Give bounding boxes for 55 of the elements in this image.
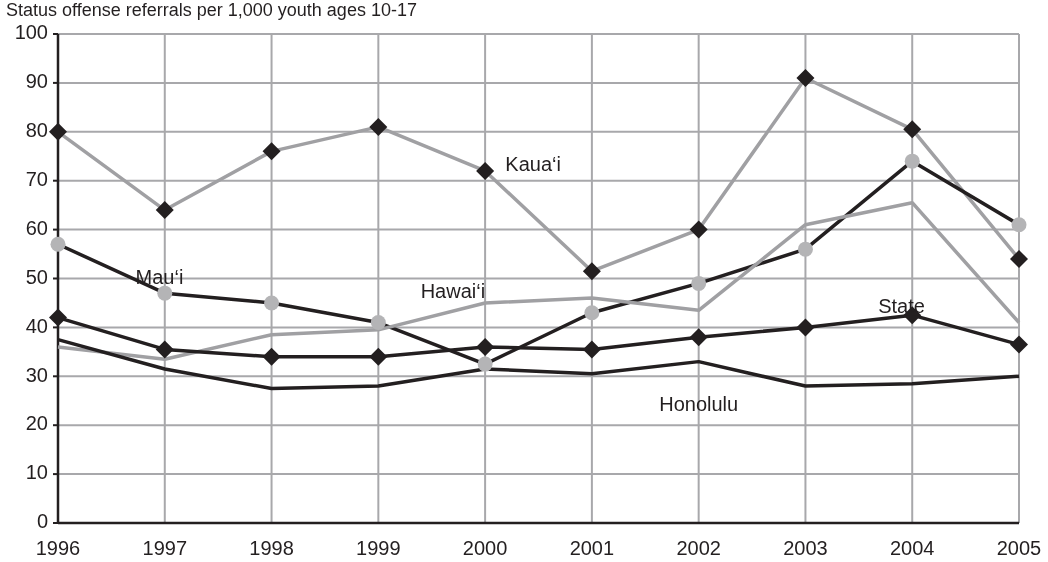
point (796, 69, 815, 88)
point (476, 161, 495, 180)
y-tick-label: 60 (25, 216, 48, 239)
y-tick-label: 100 (14, 21, 48, 44)
point (689, 220, 708, 239)
point (796, 318, 815, 337)
x-tick-label: 2003 (783, 537, 828, 560)
point (262, 142, 281, 161)
point (691, 275, 707, 291)
point (49, 122, 67, 141)
point (582, 262, 601, 281)
y-tick-label: 40 (25, 314, 48, 337)
point (262, 347, 281, 366)
chart-title: Status offense referrals per 1,000 youth ages 10-17 (6, 0, 417, 20)
point (584, 305, 600, 321)
series-label: Hawai‘i (420, 280, 486, 303)
x-tick-label: 1996 (35, 537, 81, 560)
series-label: Honolulu (659, 392, 739, 415)
point (49, 308, 67, 327)
point (155, 340, 174, 359)
x-tick-label: 1997 (142, 537, 188, 560)
point (1011, 217, 1027, 233)
x-tick-label: 2001 (569, 537, 615, 560)
point (477, 356, 493, 372)
series-label: Kaua‘i (505, 153, 561, 176)
y-tick-label: 90 (25, 70, 48, 93)
point (582, 340, 601, 359)
x-tick-label: 2004 (889, 537, 935, 560)
y-tick-label: 20 (25, 412, 48, 435)
point (157, 285, 173, 301)
x-tick-label: 1999 (356, 537, 401, 560)
y-tick-label: 30 (25, 363, 48, 386)
y-tick-label: 50 (25, 265, 48, 288)
point (904, 153, 920, 169)
x-tick-label: 2000 (462, 537, 508, 560)
point (689, 328, 708, 347)
point (903, 120, 922, 139)
y-tick-label: 70 (25, 167, 48, 190)
point (370, 315, 386, 331)
point (369, 347, 388, 366)
point (264, 295, 280, 311)
x-tick-label: 2005 (996, 537, 1042, 560)
series-label: Mau‘i (135, 265, 184, 288)
point (1010, 335, 1028, 354)
point (155, 201, 174, 220)
point (369, 117, 388, 136)
point (797, 241, 813, 257)
y-tick-label: 80 (25, 119, 48, 142)
y-tick-label: 0 (36, 510, 48, 533)
point (1010, 249, 1028, 268)
x-tick-label: 1998 (249, 537, 294, 560)
point (476, 337, 495, 356)
point (50, 236, 66, 252)
x-tick-label: 2002 (676, 537, 721, 560)
y-tick-label: 10 (25, 461, 48, 484)
